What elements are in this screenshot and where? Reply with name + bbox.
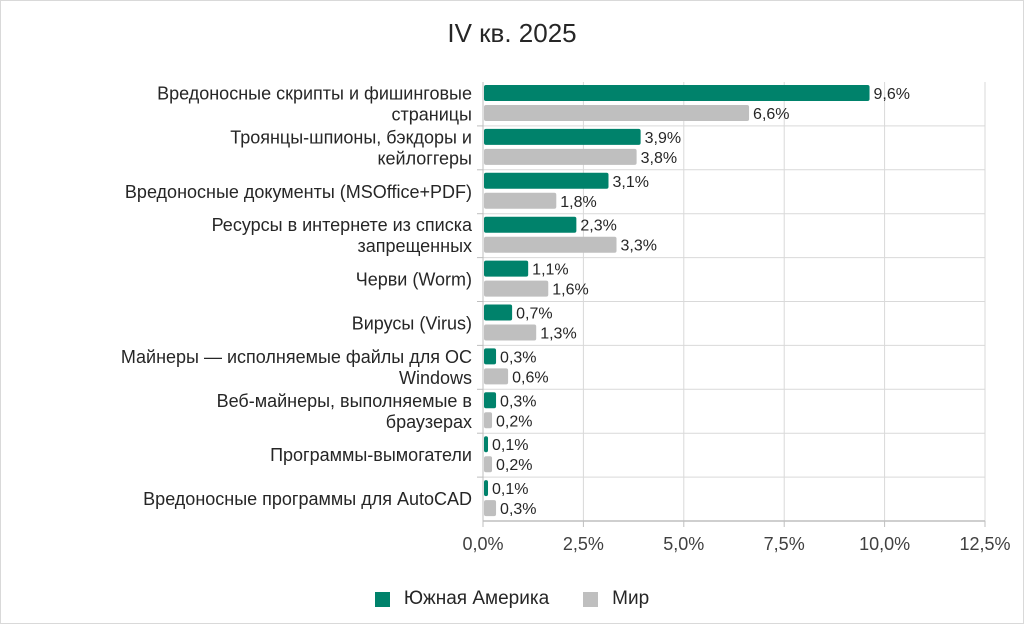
data-label: 0,7% bbox=[516, 306, 552, 323]
data-label: 9,6% bbox=[874, 86, 910, 103]
bar-world bbox=[484, 368, 509, 385]
data-label: 0,3% bbox=[500, 349, 536, 366]
x-tick-label: 5,0% bbox=[663, 534, 704, 554]
category-label: Черви (Worm) bbox=[356, 270, 472, 290]
data-label: 0,2% bbox=[496, 457, 532, 474]
bar-south-america bbox=[484, 436, 489, 453]
legend: Южная Америка Мир bbox=[0, 588, 1024, 610]
data-label: 3,1% bbox=[612, 174, 648, 191]
category-label: Вредоносные скрипты и фишинговые страницы bbox=[157, 83, 472, 124]
category-label: Вредоносные документы (MSOffice+PDF) bbox=[125, 182, 472, 202]
x-tick-label: 7,5% bbox=[764, 534, 805, 554]
legend-swatch-south-america bbox=[374, 591, 390, 607]
bar-south-america bbox=[484, 480, 489, 497]
data-label: 1,6% bbox=[552, 282, 588, 299]
category-label: Программы-вымогатели bbox=[270, 445, 472, 465]
bar-south-america bbox=[484, 304, 513, 321]
bar-south-america bbox=[484, 348, 497, 365]
data-label: 3,8% bbox=[641, 150, 677, 167]
category-label: Троянцы-шпионы, бэкдоры и кейлоггеры bbox=[230, 127, 472, 168]
chart-title: IV кв. 2025 bbox=[447, 18, 577, 48]
bar-world bbox=[484, 105, 750, 121]
category-label: Вредоносные программы для AutoCAD bbox=[143, 489, 472, 509]
data-label: 6,6% bbox=[753, 106, 789, 123]
category-label: Ресурсы в интернете из списка запрещенных bbox=[212, 215, 473, 256]
bar-south-america bbox=[484, 172, 609, 189]
data-label: 0,1% bbox=[492, 437, 528, 454]
legend-item-south-america: Южная Америка bbox=[374, 588, 550, 610]
data-label: 0,3% bbox=[500, 501, 536, 518]
bar-world bbox=[484, 500, 497, 517]
x-tick-label: 2,5% bbox=[563, 534, 604, 554]
legend-item-world: Мир bbox=[583, 588, 649, 610]
bar-world bbox=[484, 324, 537, 341]
data-label: 1,8% bbox=[560, 194, 596, 211]
data-label: 0,3% bbox=[500, 393, 536, 410]
x-tick-label: 0,0% bbox=[462, 534, 503, 554]
data-label: 0,1% bbox=[492, 481, 528, 498]
data-label: 1,3% bbox=[540, 326, 576, 343]
x-tick-label: 12,5% bbox=[959, 534, 1010, 554]
category-label: Майнеры — исполняемые файлы для ОС Window… bbox=[121, 347, 472, 388]
bar-south-america bbox=[484, 216, 577, 233]
category-label: Веб-майнеры, выполняемые в браузерах bbox=[217, 391, 472, 432]
bar-world bbox=[484, 192, 557, 209]
bar-world bbox=[484, 148, 637, 165]
bar-world bbox=[484, 280, 549, 297]
data-label: 2,3% bbox=[580, 218, 616, 235]
bar-south-america bbox=[484, 128, 641, 145]
data-label: 0,6% bbox=[512, 369, 548, 386]
bar-south-america bbox=[484, 392, 497, 409]
data-label: 1,1% bbox=[532, 262, 568, 279]
bar-south-america bbox=[484, 85, 870, 101]
x-tick-label: 10,0% bbox=[859, 534, 910, 554]
bar-world bbox=[484, 412, 493, 429]
bar-world bbox=[484, 456, 493, 473]
category-label: Вирусы (Virus) bbox=[352, 313, 472, 333]
data-label: 0,2% bbox=[496, 413, 532, 430]
data-label: 3,9% bbox=[645, 130, 681, 147]
legend-label: Мир bbox=[612, 588, 650, 609]
bar-world bbox=[484, 236, 617, 253]
bar-south-america bbox=[484, 260, 529, 277]
legend-label: Южная Америка bbox=[403, 588, 550, 609]
data-label: 3,3% bbox=[621, 238, 657, 255]
legend-swatch-world bbox=[583, 591, 599, 607]
